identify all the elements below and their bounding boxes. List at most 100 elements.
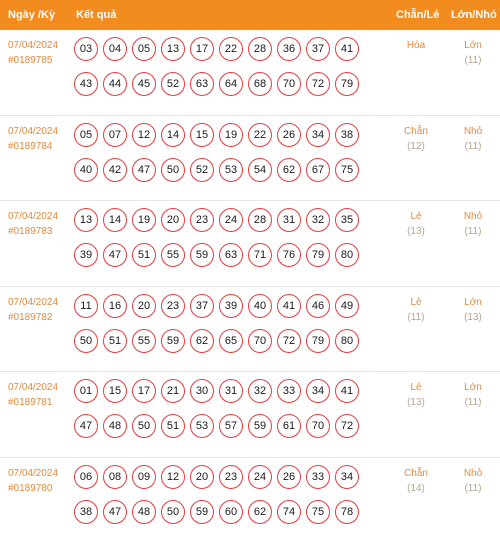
size-label: Nhỏ [463, 211, 483, 222]
number-ball: 22 [219, 37, 243, 61]
size-result: Nhỏ (11) [448, 209, 498, 239]
draw-info: 07/04/2024 #0189785 [8, 38, 58, 68]
number-ball: 61 [277, 414, 301, 438]
number-ball: 62 [248, 499, 272, 524]
number-ball: 54 [248, 157, 272, 182]
number-ball: 08 [103, 464, 127, 489]
parity-count: (11) [407, 311, 425, 323]
number-ball: 47 [132, 157, 156, 182]
number-ball: 75 [335, 157, 359, 182]
number-ball: 41 [335, 37, 359, 61]
size-label: Nhỏ [463, 467, 483, 479]
result-balls: 06 08 09 12 20 23 24 26 33 34 38 47 48 50 59 60 62 74 75 78 [74, 464, 364, 524]
number-ball: 20 [190, 464, 214, 489]
size-result: Lớn (13) [448, 295, 498, 325]
number-ball: 46 [306, 293, 330, 318]
number-ball: 45 [132, 72, 156, 96]
size-count: (11) [464, 55, 482, 66]
draw-info: 07/04/2024 #0189782 [8, 295, 58, 325]
number-ball: 26 [277, 464, 301, 489]
parity-label: Hòa [406, 40, 426, 51]
header-size: Lớn/Nhỏ [451, 9, 497, 21]
number-ball: 79 [306, 243, 330, 267]
number-ball: 35 [335, 208, 359, 232]
draw-id: #0189785 [8, 55, 53, 66]
draw-date: 07/04/2024 [8, 382, 59, 393]
size-label: Nhỏ [463, 125, 483, 137]
number-ball: 72 [277, 328, 301, 353]
size-count: (11) [464, 397, 482, 408]
draw-info: 07/04/2024 #0189783 [8, 209, 58, 239]
number-ball: 47 [74, 414, 98, 438]
size-result: Nhỏ (11) [448, 124, 498, 154]
number-ball: 05 [74, 122, 98, 147]
table-row: 07/04/2024 #0189782 11 16 20 23 37 39 40 41 46 49 50… [0, 287, 500, 372]
number-ball: 67 [306, 157, 330, 182]
draw-date: 07/04/2024 [8, 467, 59, 479]
number-ball: 60 [219, 499, 243, 524]
draw-date: 07/04/2024 [8, 40, 59, 51]
size-label: Lớn [464, 40, 482, 51]
size-count: (11) [464, 482, 482, 494]
number-ball: 04 [103, 37, 127, 61]
number-ball: 50 [161, 499, 185, 524]
number-ball: 03 [74, 37, 98, 61]
number-ball: 16 [103, 293, 127, 318]
number-ball: 13 [74, 208, 98, 232]
number-ball: 23 [219, 464, 243, 489]
number-ball: 34 [335, 464, 359, 489]
number-ball: 39 [219, 293, 243, 318]
number-ball: 63 [219, 243, 243, 267]
parity-label: Chẵn [404, 467, 428, 479]
number-ball: 38 [335, 122, 359, 147]
number-ball: 05 [132, 37, 156, 61]
number-ball: 34 [306, 122, 330, 147]
number-ball: 43 [74, 72, 98, 96]
number-ball: 11 [74, 293, 98, 318]
number-ball: 30 [190, 379, 214, 403]
result-balls: 05 07 12 14 15 19 22 26 34 38 40 42 47 50 52 53 54 62 67 75 [74, 122, 364, 182]
size-label: Lớn [464, 296, 482, 308]
number-ball: 40 [74, 157, 98, 182]
number-ball: 65 [219, 328, 243, 353]
draw-id: #0189780 [8, 482, 53, 494]
number-ball: 31 [219, 379, 243, 403]
number-ball: 50 [161, 157, 185, 182]
number-ball: 80 [335, 243, 359, 267]
number-ball: 75 [306, 499, 330, 524]
number-ball: 34 [306, 379, 330, 403]
number-ball: 72 [306, 72, 330, 96]
size-label: Lớn [464, 382, 482, 393]
draw-id: #0189781 [8, 397, 53, 408]
number-ball: 42 [103, 157, 127, 182]
result-balls: 13 14 19 20 23 24 28 31 32 35 39 47 51 55 59 63 71 76 79 80 [74, 208, 364, 267]
number-ball: 09 [132, 464, 156, 489]
parity-count: (14) [407, 482, 425, 494]
parity-result: Lẻ (13) [391, 209, 441, 239]
number-ball: 79 [306, 328, 330, 353]
number-ball: 59 [248, 414, 272, 438]
size-result: Nhỏ (11) [448, 466, 498, 496]
parity-label: Lẻ [410, 296, 422, 308]
number-ball: 28 [248, 208, 272, 232]
number-ball: 76 [277, 243, 301, 267]
parity-label: Chẵn [404, 125, 428, 137]
number-ball: 68 [248, 72, 272, 96]
number-ball: 74 [277, 499, 301, 524]
number-ball: 19 [219, 122, 243, 147]
draw-date: 07/04/2024 [8, 296, 59, 308]
parity-result: Hòa [391, 38, 441, 53]
parity-result: Chẵn (14) [391, 466, 441, 496]
number-ball: 72 [335, 414, 359, 438]
number-ball: 51 [161, 414, 185, 438]
size-count: (11) [464, 226, 482, 237]
number-ball: 59 [190, 499, 214, 524]
number-ball: 28 [248, 37, 272, 61]
draw-date: 07/04/2024 [8, 125, 59, 137]
number-ball: 47 [103, 243, 127, 267]
number-ball: 51 [103, 328, 127, 353]
table-row: 07/04/2024 #0189780 06 08 09 12 20 23 24 26 33 34 38… [0, 458, 500, 541]
number-ball: 50 [132, 414, 156, 438]
table-row: 07/04/2024 #0189783 13 14 19 20 23 24 28 31 32 35 39… [0, 201, 500, 287]
number-ball: 38 [74, 499, 98, 524]
